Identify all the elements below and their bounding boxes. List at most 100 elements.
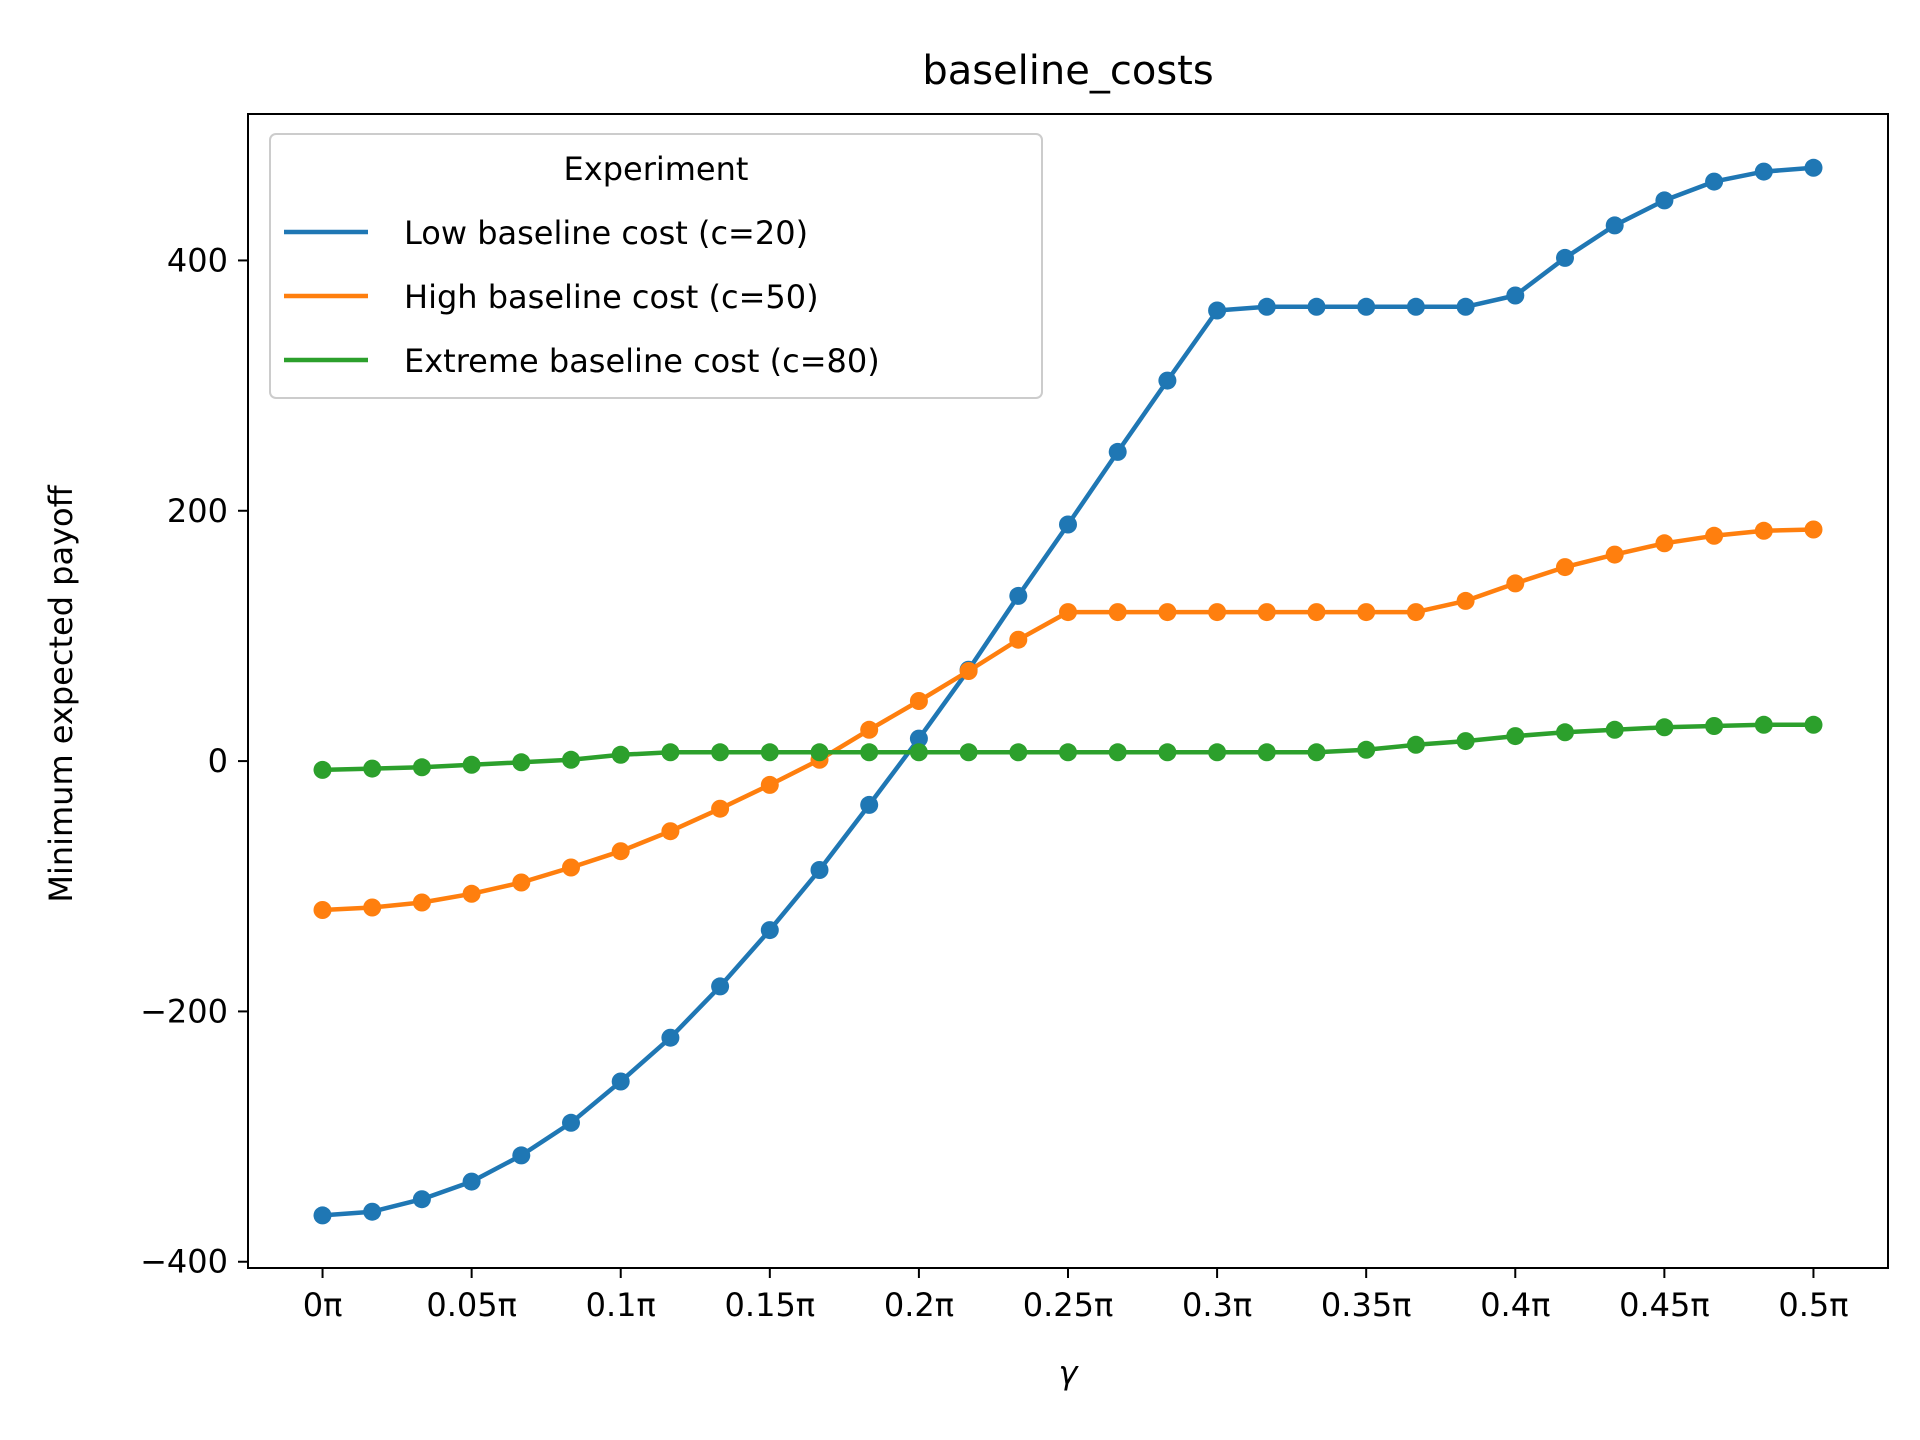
data-point-s1-18 bbox=[1208, 603, 1227, 622]
data-point-s0-16 bbox=[1108, 442, 1127, 461]
x-tick-label-10: 0.5π bbox=[1778, 1286, 1848, 1324]
data-point-s2-0 bbox=[313, 760, 332, 779]
data-point-s0-5 bbox=[562, 1113, 580, 1132]
y-axis-label: Minimum expected payoff bbox=[42, 484, 80, 902]
x-tick-label-7: 0.35π bbox=[1321, 1286, 1412, 1324]
data-point-s2-2 bbox=[412, 758, 431, 777]
data-point-s0-27 bbox=[1655, 191, 1674, 210]
data-point-s2-30 bbox=[1804, 715, 1823, 734]
x-tick-label-5: 0.25π bbox=[1023, 1286, 1114, 1324]
data-point-s2-17 bbox=[1158, 743, 1177, 762]
data-point-s1-14 bbox=[1009, 630, 1028, 649]
data-point-s0-8 bbox=[711, 977, 730, 996]
y-tick-label-2: 0 bbox=[208, 742, 228, 780]
data-point-s0-11 bbox=[860, 795, 879, 814]
data-point-s2-10 bbox=[810, 743, 829, 762]
data-point-s0-28 bbox=[1705, 172, 1724, 191]
data-point-s2-19 bbox=[1257, 743, 1276, 762]
data-point-s0-0 bbox=[313, 1206, 332, 1225]
data-point-s0-25 bbox=[1556, 248, 1574, 267]
data-point-s0-9 bbox=[760, 921, 779, 940]
data-point-s2-18 bbox=[1208, 743, 1227, 762]
data-point-s1-19 bbox=[1257, 603, 1276, 622]
data-point-s2-26 bbox=[1605, 720, 1624, 739]
data-point-s2-23 bbox=[1456, 732, 1475, 751]
data-point-s0-2 bbox=[412, 1190, 431, 1209]
data-point-s1-3 bbox=[462, 884, 481, 903]
data-point-s2-27 bbox=[1655, 718, 1674, 737]
data-point-s1-1 bbox=[363, 898, 382, 917]
data-point-s0-29 bbox=[1754, 162, 1773, 181]
data-point-s1-25 bbox=[1556, 558, 1574, 577]
data-point-s1-24 bbox=[1506, 574, 1525, 593]
data-point-s0-7 bbox=[661, 1028, 680, 1047]
data-point-s1-23 bbox=[1456, 591, 1475, 610]
x-tick-label-6: 0.3π bbox=[1182, 1286, 1252, 1324]
data-point-s0-4 bbox=[512, 1146, 531, 1165]
data-point-s0-14 bbox=[1009, 586, 1028, 605]
data-point-s1-7 bbox=[661, 822, 680, 841]
data-point-s0-22 bbox=[1406, 297, 1425, 316]
data-point-s2-8 bbox=[711, 743, 730, 762]
x-axis-label: γ bbox=[1059, 1354, 1080, 1392]
data-point-s2-1 bbox=[363, 759, 382, 778]
legend-box bbox=[269, 133, 1043, 399]
data-point-s1-11 bbox=[860, 720, 879, 739]
data-point-s1-4 bbox=[512, 873, 531, 892]
data-point-s2-20 bbox=[1307, 743, 1326, 762]
data-point-s1-15 bbox=[1059, 603, 1077, 622]
data-point-s2-16 bbox=[1108, 743, 1127, 762]
data-point-s1-28 bbox=[1705, 526, 1724, 545]
data-point-s2-13 bbox=[959, 743, 978, 762]
y-tick-label-0: −400 bbox=[140, 1243, 228, 1281]
data-point-s1-9 bbox=[760, 775, 779, 794]
chart-title: baseline_costs bbox=[922, 48, 1213, 94]
data-point-s1-13 bbox=[959, 662, 978, 680]
data-point-s1-30 bbox=[1804, 520, 1823, 539]
x-tick-label-4: 0.2π bbox=[884, 1286, 954, 1324]
data-point-s2-22 bbox=[1406, 735, 1425, 754]
data-point-s2-28 bbox=[1705, 717, 1724, 735]
plot-area: 0π 0.05π 0.1π 0.15π 0.2π 0.25π 0.3π 0.35π 0.4π 0.… bbox=[140, 113, 1889, 1324]
data-point-s2-4 bbox=[512, 753, 531, 772]
data-point-s2-11 bbox=[860, 743, 879, 762]
data-point-s2-25 bbox=[1556, 723, 1574, 742]
data-point-s0-18 bbox=[1208, 301, 1227, 320]
legend-title: Experiment bbox=[564, 150, 749, 188]
data-point-s2-29 bbox=[1754, 715, 1773, 734]
data-point-s0-15 bbox=[1059, 515, 1077, 534]
data-point-s1-8 bbox=[711, 799, 730, 818]
data-point-s2-21 bbox=[1357, 740, 1376, 759]
data-point-s0-21 bbox=[1357, 297, 1376, 316]
data-point-s2-12 bbox=[909, 743, 928, 762]
x-tick-label-0: 0π bbox=[303, 1286, 343, 1324]
data-point-s2-14 bbox=[1009, 743, 1028, 762]
data-point-s1-29 bbox=[1754, 521, 1773, 540]
data-point-s2-5 bbox=[562, 750, 580, 769]
data-point-s1-17 bbox=[1158, 603, 1177, 622]
x-tick-label-3: 0.15π bbox=[725, 1286, 816, 1324]
data-point-s2-6 bbox=[611, 745, 630, 764]
y-tick-label-3: 200 bbox=[167, 492, 228, 530]
data-point-s2-3 bbox=[462, 755, 481, 774]
data-point-s1-12 bbox=[909, 692, 928, 710]
data-point-s2-24 bbox=[1506, 727, 1525, 746]
data-point-s0-26 bbox=[1605, 216, 1624, 235]
data-point-s1-2 bbox=[412, 893, 431, 912]
data-point-s0-23 bbox=[1456, 297, 1475, 316]
legend: Experiment Low baseline cost (c=20) High… bbox=[269, 133, 1043, 399]
data-point-s2-7 bbox=[661, 743, 680, 762]
data-point-s1-5 bbox=[562, 858, 580, 877]
data-point-s0-12 bbox=[909, 729, 928, 748]
data-point-s0-20 bbox=[1307, 297, 1326, 316]
x-tick-label-1: 0.05π bbox=[426, 1286, 517, 1324]
data-point-s1-20 bbox=[1307, 603, 1326, 622]
data-point-s1-22 bbox=[1406, 603, 1425, 622]
data-point-s0-3 bbox=[462, 1172, 481, 1191]
data-point-s1-27 bbox=[1655, 534, 1674, 553]
data-point-s0-19 bbox=[1257, 297, 1276, 316]
y-tick-label-4: 400 bbox=[167, 241, 228, 279]
x-tick-label-9: 0.45π bbox=[1619, 1286, 1710, 1324]
data-point-s0-30 bbox=[1804, 158, 1823, 177]
